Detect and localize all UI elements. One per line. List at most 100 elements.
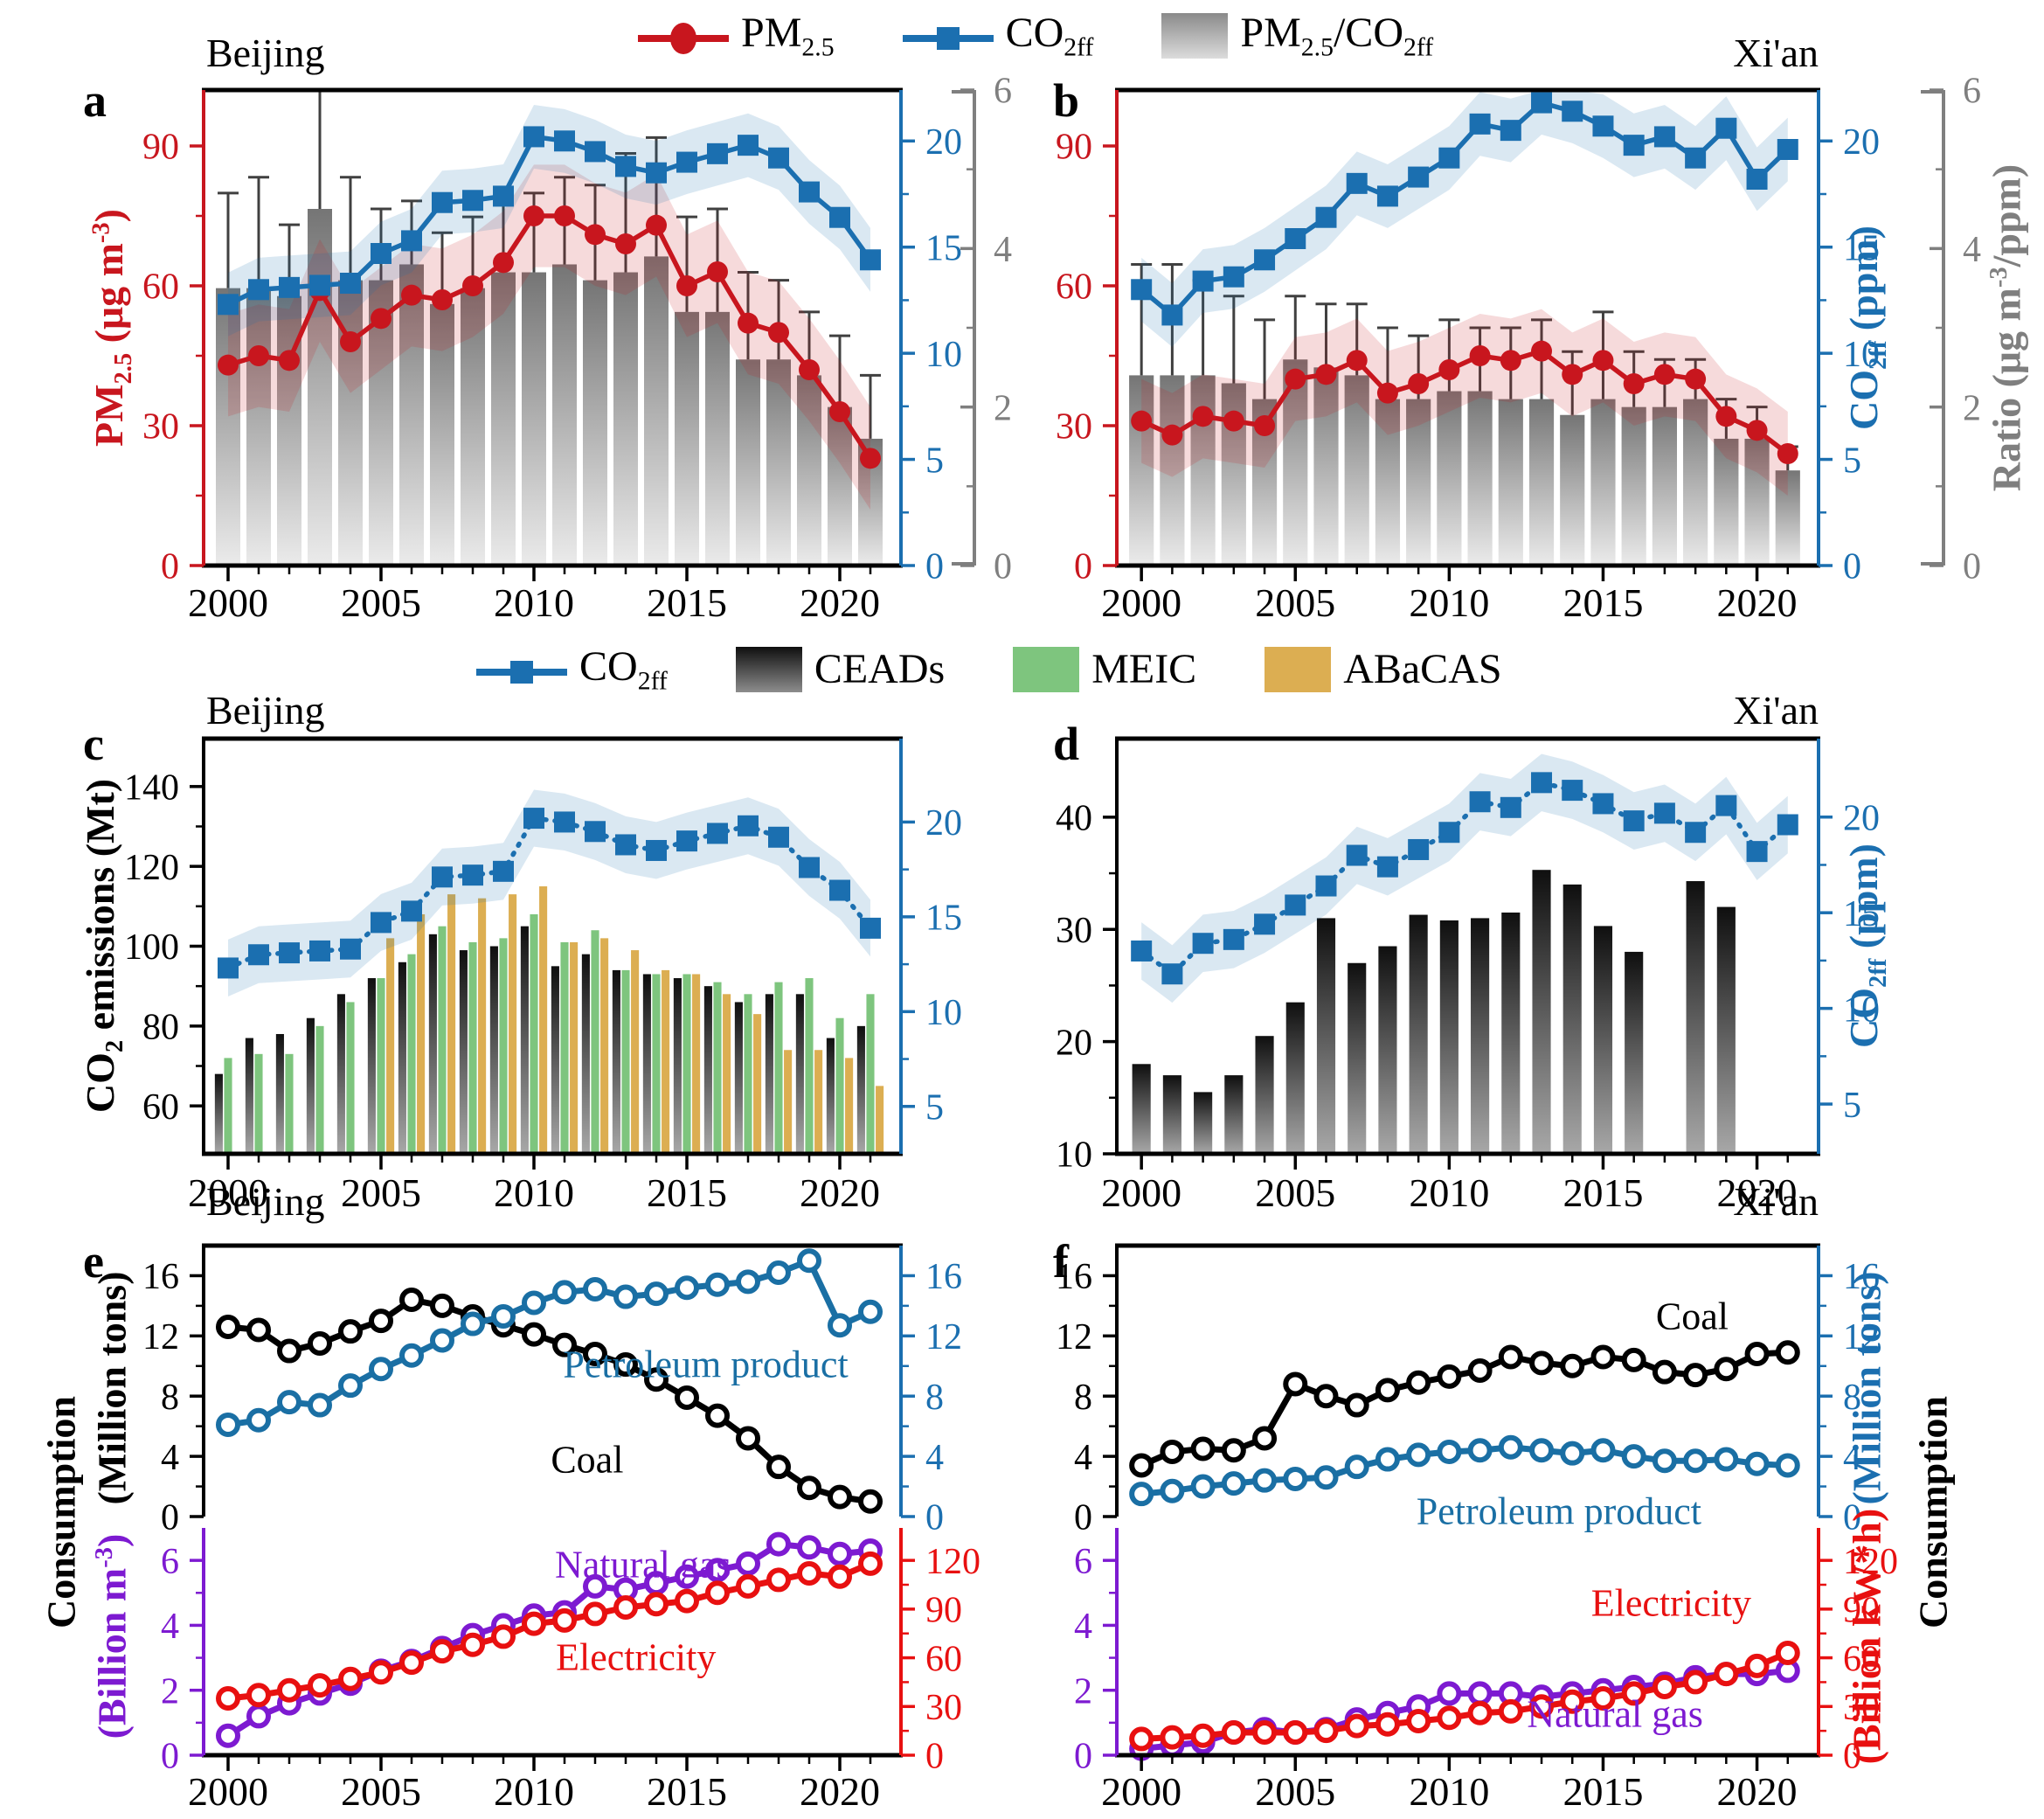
chart-svg-d: 10 20 30 40 5 10 15 20 2000 2005 2010 2015 2020 [1056,736,1880,1215]
chart-svg-c: 60 80 100 120 140 5 10 15 20 2000 2005 2010 2015 2020 [124,736,962,1215]
legend-line-square-marker-icon [902,18,994,53]
svg-text:2015: 2015 [1562,580,1643,625]
svg-text:4: 4 [161,1438,179,1478]
svg-text:0: 0 [1074,1498,1092,1538]
chart-svg-b: 0 30 60 90 0 5 10 15 20 0 2 4 6 2000 2005 2010 2015 2020 [1056,72,1981,625]
panel-c-city-title: Beijing [206,688,325,732]
svg-text:30: 30 [1056,407,1092,448]
svg-text:2015: 2015 [647,1170,727,1215]
svg-text:4: 4 [994,230,1012,270]
svg-text:2000: 2000 [1101,580,1181,625]
svg-text:2010: 2010 [494,580,574,625]
panel-f-city-title: Xi'an [1733,1179,1819,1224]
svg-text:40: 40 [1056,799,1092,839]
svg-text:2005: 2005 [341,1769,421,1814]
svg-text:6: 6 [161,1542,179,1582]
svg-text:2010: 2010 [494,1170,574,1215]
svg-text:2010: 2010 [1409,1769,1489,1814]
legend-mid-item-ceads: CEADs [735,645,945,693]
panel-b-letter: b [1053,74,1080,127]
legend-color-box-icon [735,646,802,692]
axis-label-c-left: CO2 emissions (Mt) [78,778,128,1114]
svg-text:2020: 2020 [800,1769,880,1814]
svg-text:2005: 2005 [1255,1769,1335,1814]
svg-text:60: 60 [925,1639,962,1679]
svg-text:20: 20 [925,122,962,163]
svg-text:2000: 2000 [188,580,268,625]
svg-text:8: 8 [925,1378,944,1418]
svg-text:0: 0 [1074,547,1092,587]
svg-text:60: 60 [1056,267,1092,308]
svg-text:2010: 2010 [1409,580,1489,625]
panel-c-letter: c [83,718,104,770]
svg-text:12: 12 [1056,1317,1092,1357]
svg-text:10: 10 [925,335,962,375]
axis-label-b-right-ratio: Ratio (μg m-3/ppm) [1984,163,2029,492]
panel-d-city-title: Xi'an [1733,688,1819,732]
legend-mid-label: CO2ff [579,643,668,696]
svg-text:20: 20 [1843,798,1880,838]
svg-text:100: 100 [124,927,179,968]
svg-text:2: 2 [1963,388,1981,428]
svg-text:6: 6 [1963,72,1981,112]
svg-text:16: 16 [142,1257,179,1297]
svg-text:60: 60 [142,1087,179,1128]
legend-middle: CO2ff CEADs MEIC ABaCAS [476,642,1502,696]
panel-e-city-title: Beijing [206,1179,325,1224]
svg-text:120: 120 [1843,1542,1898,1582]
svg-text:60: 60 [142,267,179,308]
svg-text:2000: 2000 [188,1170,268,1215]
svg-text:0: 0 [925,1498,944,1538]
svg-text:5: 5 [925,441,944,481]
axis-label-e-left-milliontons: (Million tons) [89,1271,135,1505]
svg-text:90: 90 [925,1591,962,1631]
svg-text:0: 0 [994,547,1012,587]
svg-text:30: 30 [1056,911,1092,951]
legend-top-label: PM2.5/CO2ff [1240,10,1434,62]
svg-text:4: 4 [925,1438,944,1478]
svg-text:4: 4 [1963,230,1981,270]
svg-text:12: 12 [1843,1317,1880,1357]
svg-text:2015: 2015 [1562,1769,1643,1814]
svg-text:20: 20 [1843,122,1880,163]
svg-text:2020: 2020 [1717,1769,1798,1814]
series-label-electricity: Electricity [1590,1581,1751,1625]
series-label-natural-gas: Natural gas [554,1543,731,1586]
panel-a-letter: a [83,74,107,127]
legend-mid-item-abacas: ABaCAS [1265,645,1502,693]
svg-text:6: 6 [1074,1542,1092,1582]
series-label-coal: Coal [1655,1295,1729,1338]
svg-text:2015: 2015 [647,580,727,625]
legend-color-box-icon [1013,646,1080,692]
svg-text:2020: 2020 [1717,1170,1798,1215]
svg-text:2010: 2010 [494,1769,574,1814]
legend-mid-item-co2ff: CO2ff [476,642,668,696]
svg-text:16: 16 [1843,1257,1880,1297]
panel-a-city-title: Beijing [206,31,325,75]
svg-text:15: 15 [1843,228,1880,268]
svg-text:90: 90 [142,128,179,168]
axis-label-f-right-billionkwh: (Billion kW*h) [1844,1508,1889,1765]
axis-label-e-left-consumption: Consumption [38,1396,84,1628]
panel-e-letter: e [83,1235,104,1288]
axis-label-f-right-consumption: Consumption [1910,1396,1956,1628]
svg-text:4: 4 [1843,1438,1861,1478]
series-label-petroleum-product: Petroleum product [563,1343,849,1386]
svg-text:120: 120 [925,1542,980,1582]
svg-text:80: 80 [142,1008,179,1048]
svg-text:60: 60 [1843,1639,1880,1679]
svg-text:2005: 2005 [341,580,421,625]
svg-text:15: 15 [925,899,962,939]
svg-text:4: 4 [1074,1438,1092,1478]
series-label-coal: Coal [551,1438,624,1482]
legend-top-item-co2ff: CO2ff [902,9,1093,62]
svg-text:0: 0 [925,547,944,587]
svg-text:2015: 2015 [647,1769,727,1814]
panel-d-letter: d [1053,718,1080,770]
svg-text:5: 5 [1843,1086,1861,1126]
svg-text:2020: 2020 [800,580,880,625]
series-label-natural-gas: Natural gas [1527,1692,1703,1736]
svg-text:2005: 2005 [341,1170,421,1215]
